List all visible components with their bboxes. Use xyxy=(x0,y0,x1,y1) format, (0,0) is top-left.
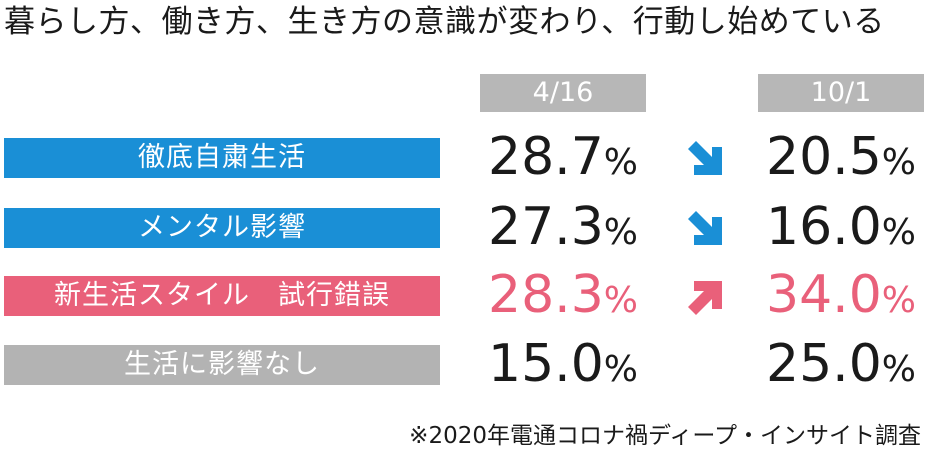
value-number: 27.3 xyxy=(488,197,604,257)
row-1-value-0: 27.3% xyxy=(488,199,638,255)
value-number: 28.7 xyxy=(488,127,604,187)
page-title: 暮らし方、働き方、生き方の意識が変わり、行動し始めている xyxy=(4,4,885,40)
row-2-value-0: 28.3% xyxy=(488,267,638,323)
value-number: 20.5 xyxy=(766,127,882,187)
column-header-10-1: 10/1 xyxy=(758,74,924,112)
row-label-1: メンタル影響 xyxy=(4,208,440,248)
trend-down-arrow-icon xyxy=(688,141,722,175)
trend-up-arrow-icon xyxy=(688,281,722,315)
value-number: 16.0 xyxy=(766,197,882,257)
row-2-value-1: 34.0% xyxy=(766,267,916,323)
percent-sign: % xyxy=(881,142,916,183)
row-label-3: 生活に影響なし xyxy=(4,345,440,385)
value-number: 34.0 xyxy=(766,265,882,325)
survey-footnote: ※2020年電通コロナ禍ディープ・インサイト調査 xyxy=(409,423,921,449)
column-header-4-16: 4/16 xyxy=(480,74,646,112)
percent-sign: % xyxy=(881,280,916,321)
trend-down-arrow-icon xyxy=(688,211,722,245)
value-number: 25.0 xyxy=(766,334,882,394)
row-label-2: 新生活スタイル 試行錯誤 xyxy=(4,276,440,316)
percent-sign: % xyxy=(603,142,638,183)
percent-sign: % xyxy=(603,212,638,253)
percent-sign: % xyxy=(603,280,638,321)
row-0-value-0: 28.7% xyxy=(488,129,638,185)
percent-sign: % xyxy=(881,212,916,253)
row-label-0: 徹底自粛生活 xyxy=(4,138,440,178)
row-0-value-1: 20.5% xyxy=(766,129,916,185)
row-3-value-1: 25.0% xyxy=(766,336,916,392)
row-3-value-0: 15.0% xyxy=(488,336,638,392)
value-number: 15.0 xyxy=(488,334,604,394)
percent-sign: % xyxy=(603,349,638,390)
row-1-value-1: 16.0% xyxy=(766,199,916,255)
percent-sign: % xyxy=(881,349,916,390)
value-number: 28.3 xyxy=(488,265,604,325)
